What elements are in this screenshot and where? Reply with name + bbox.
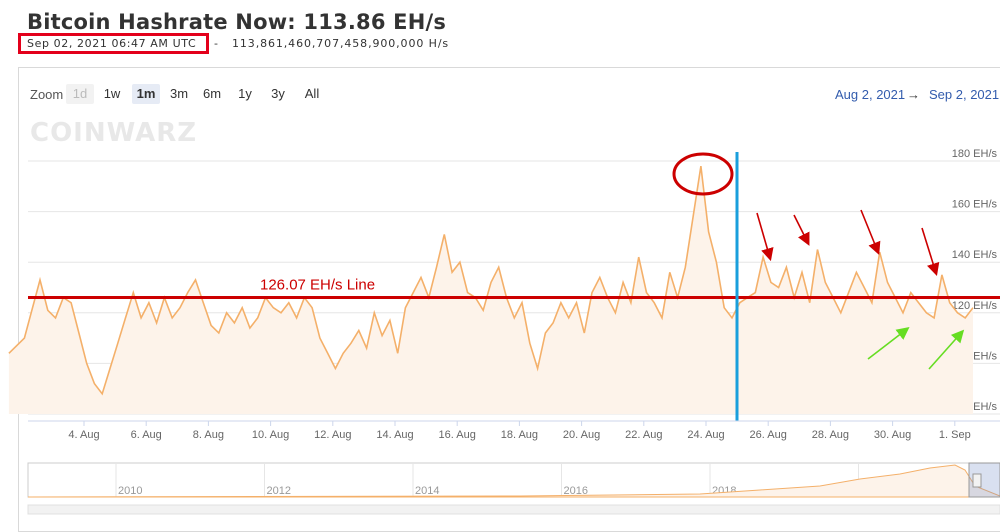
range-from[interactable]: Aug 2, 2021: [835, 87, 906, 102]
zoom-1w-button[interactable]: 1w: [103, 86, 121, 101]
navigator-tick-label: 2014: [415, 485, 439, 497]
x-tick-label: 10. Aug: [252, 429, 289, 441]
x-tick-label: 12. Aug: [314, 429, 351, 441]
x-tick-label: 16. Aug: [439, 429, 476, 441]
navigator-tick-label: 2016: [564, 485, 588, 497]
range-arrow: →: [907, 87, 920, 102]
x-tick-label: 14. Aug: [376, 429, 413, 441]
hashrate-line: [8, 165, 974, 396]
separator: -: [214, 37, 218, 50]
peak-circle: [672, 152, 734, 196]
navigator[interactable]: 201020122014201620182020: [27, 462, 1000, 498]
zoom-6m-button[interactable]: 6m: [202, 86, 222, 101]
navigator-tick-label: 2010: [118, 485, 142, 497]
x-tick-label: 8. Aug: [193, 429, 224, 441]
x-axis-labels: 4. Aug 6. Aug 8. Aug 10. Aug 12. Aug 14. Aug 1…: [68, 421, 971, 441]
zoom-1d-button[interactable]: 1d: [66, 84, 94, 104]
annotation-arrows: [756, 209, 965, 370]
header: Bitcoin Hashrate Now: 113.86 EH/s Sep 02…: [0, 0, 1000, 60]
x-tick-label: 18. Aug: [501, 429, 538, 441]
x-tick-label: 4. Aug: [68, 429, 99, 441]
navigator-tick-label: 2012: [267, 485, 291, 497]
timestamp-highlight-box: [18, 33, 209, 54]
x-tick-label: 26. Aug: [750, 429, 787, 441]
timestamp: Sep 02, 2021 06:47 AM UTC: [27, 37, 197, 50]
hashrate-area: [8, 166, 973, 414]
x-tick-label: 22. Aug: [625, 429, 662, 441]
x-tick-label: 24. Aug: [687, 429, 724, 441]
x-tick-label: 20. Aug: [563, 429, 600, 441]
x-tick-label: 1. Sep: [939, 429, 971, 441]
zoom-1m-button[interactable]: 1m: [132, 84, 160, 104]
zoom-label: Zoom: [30, 87, 64, 102]
zoom-1y-button[interactable]: 1y: [238, 86, 252, 101]
green-arrow: [928, 329, 965, 370]
red-arrow: [921, 227, 940, 277]
navigator-handle[interactable]: [972, 473, 982, 488]
y-tick-label: 160 EH/s: [952, 199, 998, 211]
chart-panel: [18, 67, 1000, 532]
y-tick-label: 180 EH/s: [952, 148, 998, 160]
scrollbar-track[interactable]: [27, 504, 1000, 515]
zoom-all-button[interactable]: All: [304, 86, 320, 101]
raw-hashrate: 113,861,460,707,458,900,000 H/s: [232, 37, 450, 50]
green-arrow: [867, 327, 910, 360]
page-title: Bitcoin Hashrate Now: 113.86 EH/s: [27, 10, 447, 34]
x-tick-label: 28. Aug: [812, 429, 849, 441]
zoom-3y-button[interactable]: 3y: [271, 86, 285, 101]
red-arrow: [860, 209, 881, 255]
range-to[interactable]: Sep 2, 2021: [929, 87, 1000, 102]
zoom-3m-button[interactable]: 3m: [169, 86, 189, 101]
navigator-series: [27, 464, 1000, 498]
reference-line-label: 126.07 EH/s Line: [260, 276, 375, 293]
red-arrow: [793, 214, 810, 246]
red-arrow: [756, 212, 774, 262]
y-tick-label: 140 EH/s: [952, 249, 998, 261]
x-tick-label: 30. Aug: [874, 429, 911, 441]
x-tick-label: 6. Aug: [131, 429, 162, 441]
y-tick-label: 120 EH/s: [952, 300, 998, 312]
watermark-logo: COINWARZ: [30, 118, 197, 148]
